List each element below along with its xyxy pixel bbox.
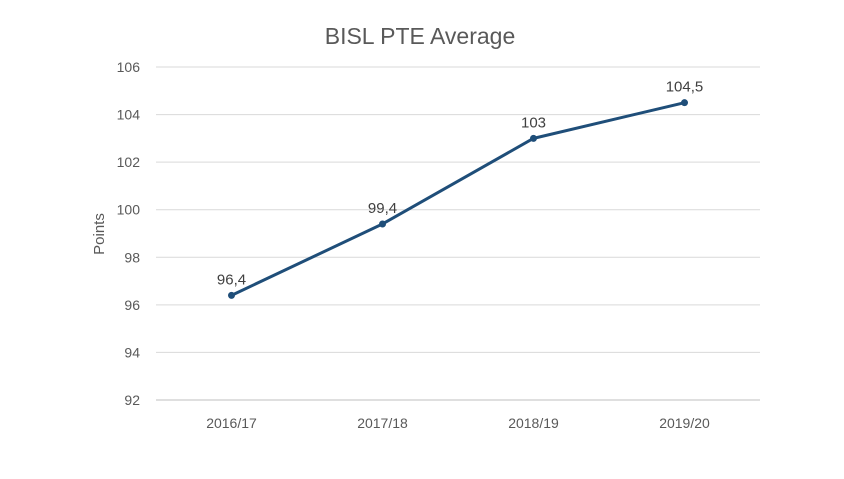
data-label: 96,4 xyxy=(217,271,246,288)
chart-title: BISL PTE Average xyxy=(325,23,516,49)
data-label: 99,4 xyxy=(368,200,397,217)
x-tick-label: 2018/19 xyxy=(508,415,559,431)
y-tick-label: 106 xyxy=(117,59,141,75)
data-point xyxy=(228,291,235,299)
y-axis-label: Points xyxy=(91,213,108,255)
x-tick-label: 2019/20 xyxy=(659,415,710,431)
y-tick-label: 94 xyxy=(124,344,140,360)
data-point xyxy=(530,134,537,142)
y-tick-label: 92 xyxy=(124,392,140,408)
y-tick-label: 102 xyxy=(117,154,141,170)
y-tick-label: 100 xyxy=(117,202,141,218)
data-label: 104,5 xyxy=(666,79,704,96)
x-tick-label: 2016/17 xyxy=(206,415,257,431)
y-tick-label: 96 xyxy=(124,297,140,313)
series-line xyxy=(230,101,685,297)
data-point xyxy=(681,99,688,107)
data-label: 103 xyxy=(521,114,546,131)
y-tick-label: 104 xyxy=(117,107,141,123)
x-tick-label: 2017/18 xyxy=(357,415,408,431)
y-tick-label: 98 xyxy=(124,249,140,265)
data-point xyxy=(379,220,386,228)
